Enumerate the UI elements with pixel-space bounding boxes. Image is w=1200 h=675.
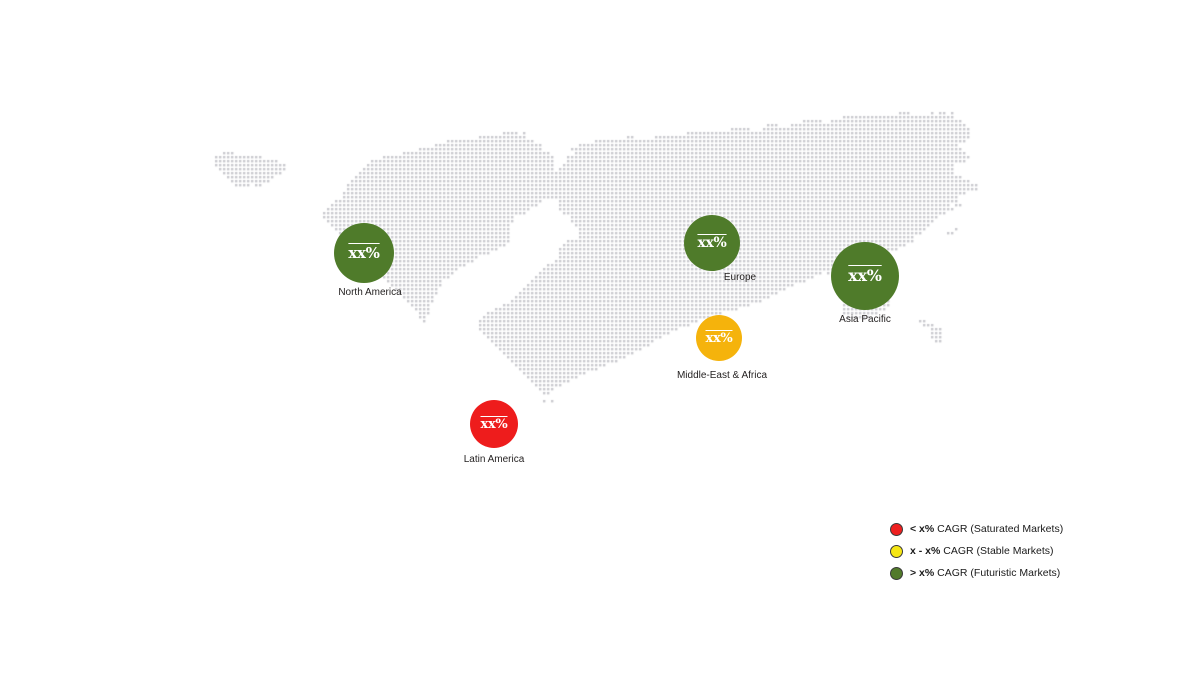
region-bubble-middle-east-africa[interactable]: xx% bbox=[696, 315, 742, 361]
legend-label-saturated: < x% CAGR (Saturated Markets) bbox=[910, 523, 1063, 535]
legend-item-stable[interactable]: x - x% CAGR (Stable Markets) bbox=[890, 540, 1090, 562]
region-label-asia-pacific: Asia Pacific bbox=[839, 314, 891, 325]
region-bubble-europe[interactable]: xx% bbox=[684, 215, 740, 271]
legend-threshold-saturated: < x% bbox=[910, 523, 935, 535]
legend-dot-saturated bbox=[890, 522, 903, 536]
region-value-north-america: xx% bbox=[348, 243, 380, 262]
legend-threshold-stable: x - x% bbox=[910, 545, 941, 557]
region-label-europe: Europe bbox=[723, 272, 757, 283]
region-value-middle-east-africa: xx% bbox=[705, 330, 733, 346]
legend-label-futuristic: > x% CAGR (Futuristic Markets) bbox=[910, 567, 1060, 579]
legend-description-futuristic: CAGR (Futuristic Markets) bbox=[934, 567, 1061, 579]
legend-threshold-futuristic: > x% bbox=[910, 567, 935, 579]
region-value-europe: xx% bbox=[697, 235, 727, 251]
region-label-north-america: North America bbox=[338, 287, 402, 298]
legend-description-stable: CAGR (Stable Markets) bbox=[940, 545, 1054, 557]
legend-item-futuristic[interactable]: > x% CAGR (Futuristic Markets) bbox=[890, 562, 1090, 584]
legend-dot-stable bbox=[890, 544, 903, 558]
legend-item-saturated[interactable]: < x% CAGR (Saturated Markets) bbox=[890, 518, 1090, 540]
legend-dot-futuristic bbox=[890, 566, 903, 580]
region-value-latin-america: xx% bbox=[480, 416, 508, 432]
region-bubble-north-america[interactable]: xx% bbox=[334, 223, 394, 283]
region-bubble-asia-pacific[interactable]: xx% bbox=[831, 242, 899, 310]
legend-label-stable: x - x% CAGR (Stable Markets) bbox=[910, 545, 1054, 557]
region-label-middle-east-africa: Middle-East & Africa bbox=[676, 370, 768, 381]
region-value-asia-pacific: xx% bbox=[848, 266, 882, 285]
region-bubble-latin-america[interactable]: xx% bbox=[470, 400, 518, 448]
legend: < x% CAGR (Saturated Markets) x - x% CAGR… bbox=[890, 518, 1090, 584]
legend-description-saturated: CAGR (Saturated Markets) bbox=[934, 523, 1064, 535]
region-label-latin-america: Latin America bbox=[463, 454, 525, 465]
